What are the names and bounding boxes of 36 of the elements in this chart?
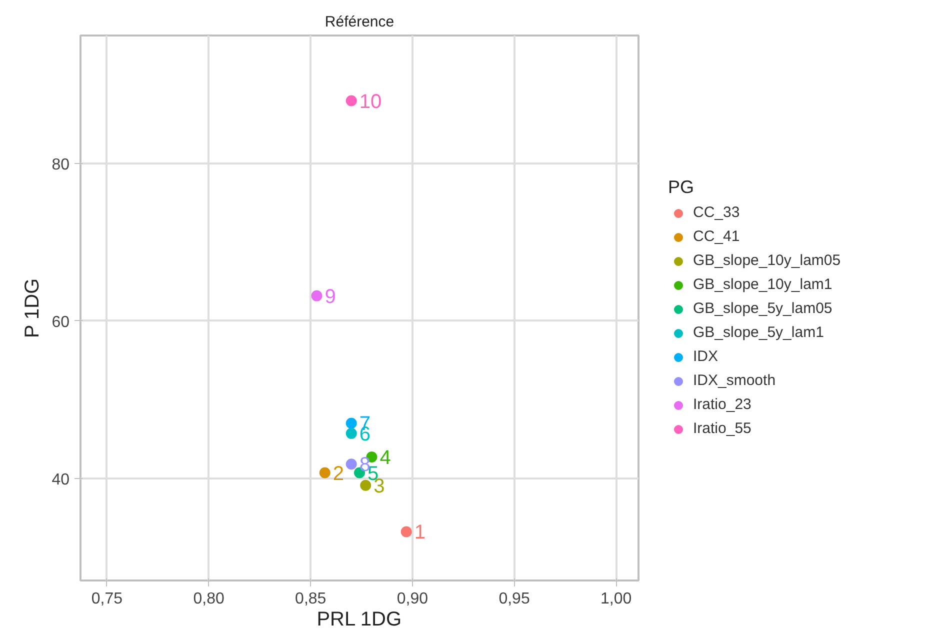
legend-title: PG xyxy=(668,176,696,198)
legend-label: GB_slope_5y_lam05 xyxy=(693,300,832,317)
annotation: 2 xyxy=(332,462,344,485)
legend-label: IDX xyxy=(693,348,718,365)
y-axis-title: P 1DG xyxy=(22,278,44,338)
annotation: 4 xyxy=(380,447,391,470)
y-tick-label: 60 xyxy=(52,314,70,331)
chart-title: Référence xyxy=(324,14,394,30)
x-tick-label: 0,80 xyxy=(193,590,224,608)
point xyxy=(360,480,372,491)
legend-label: CC_41 xyxy=(693,228,740,245)
legend-label: CC_33 xyxy=(693,204,740,221)
x-tick-label: 1,00 xyxy=(600,590,632,608)
annotation: 1 xyxy=(414,522,426,544)
annotation: 10 xyxy=(359,90,382,113)
x-tick-label: 0,85 xyxy=(295,590,326,608)
point xyxy=(346,428,357,439)
point xyxy=(346,418,357,429)
annotation: 9 xyxy=(324,286,336,308)
legend-label: IDX_smooth xyxy=(693,372,776,389)
legend-label: Iratio_23 xyxy=(693,396,752,413)
x-tick-label: 0,90 xyxy=(396,590,428,608)
point xyxy=(346,95,357,106)
legend-label: GB_slope_10y_lam05 xyxy=(693,252,841,269)
x-tick-label: 0,75 xyxy=(91,590,123,608)
point xyxy=(400,526,412,538)
legend-label: GB_slope_10y_lam1 xyxy=(693,276,832,293)
legend-label: GB_slope_5y_lam1 xyxy=(693,324,824,341)
point xyxy=(311,290,322,302)
point xyxy=(319,467,330,478)
y-tick-label: 40 xyxy=(52,471,70,488)
point xyxy=(346,458,357,470)
legend-label: Iratio_55 xyxy=(693,420,752,437)
x-tick-label: 0,95 xyxy=(498,590,530,608)
x-axis-title: PRL 1DG xyxy=(316,608,402,630)
y-tick-label: 80 xyxy=(52,156,70,174)
